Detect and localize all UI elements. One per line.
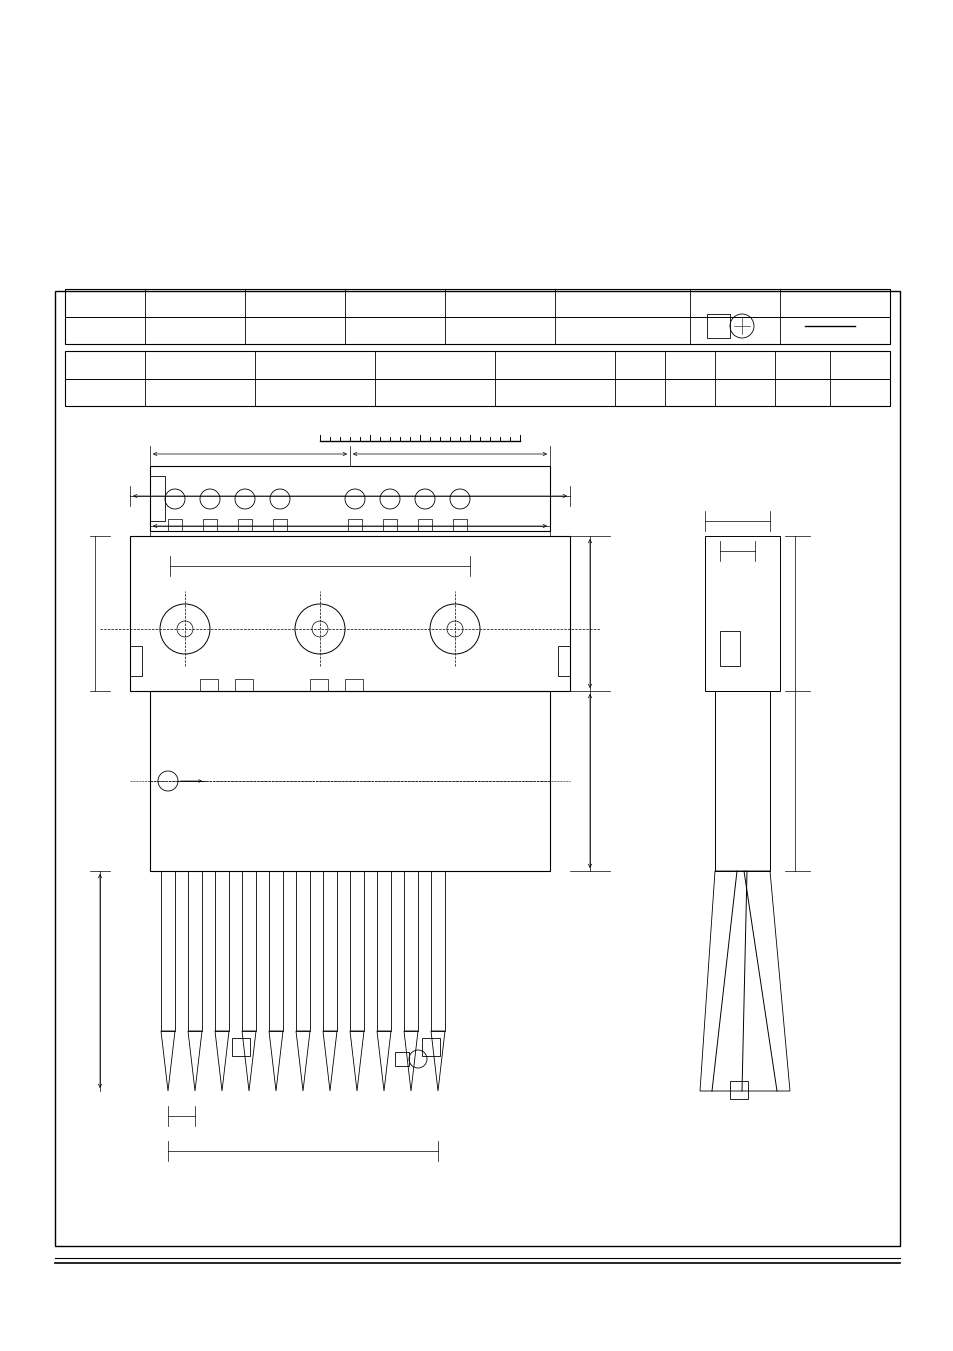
Bar: [729, 1081, 747, 1098]
Bar: [188, 871, 202, 1031]
Bar: [310, 680, 328, 690]
Bar: [269, 871, 283, 1031]
Bar: [242, 871, 255, 1031]
Bar: [150, 476, 165, 521]
Bar: [706, 313, 729, 338]
Bar: [168, 519, 182, 531]
Bar: [55, 290, 899, 1246]
Bar: [130, 646, 142, 676]
Bar: [345, 680, 363, 690]
Bar: [323, 871, 336, 1031]
Bar: [417, 519, 432, 531]
Bar: [714, 690, 769, 871]
Bar: [237, 519, 252, 531]
Bar: [431, 871, 444, 1031]
Bar: [376, 871, 391, 1031]
Bar: [382, 519, 396, 531]
Bar: [150, 690, 550, 871]
Bar: [161, 871, 174, 1031]
Bar: [453, 519, 467, 531]
Bar: [65, 351, 889, 407]
Bar: [421, 1038, 439, 1056]
Bar: [232, 1038, 250, 1056]
Bar: [200, 680, 218, 690]
Bar: [395, 1052, 409, 1066]
Bar: [203, 519, 216, 531]
Bar: [350, 871, 364, 1031]
Bar: [704, 536, 780, 690]
Bar: [720, 631, 740, 666]
Bar: [348, 519, 361, 531]
Bar: [273, 519, 287, 531]
Bar: [65, 289, 889, 345]
Bar: [150, 466, 550, 531]
Bar: [130, 536, 569, 690]
Bar: [295, 871, 310, 1031]
Bar: [558, 646, 569, 676]
Bar: [403, 871, 417, 1031]
Bar: [214, 871, 229, 1031]
Bar: [234, 680, 253, 690]
